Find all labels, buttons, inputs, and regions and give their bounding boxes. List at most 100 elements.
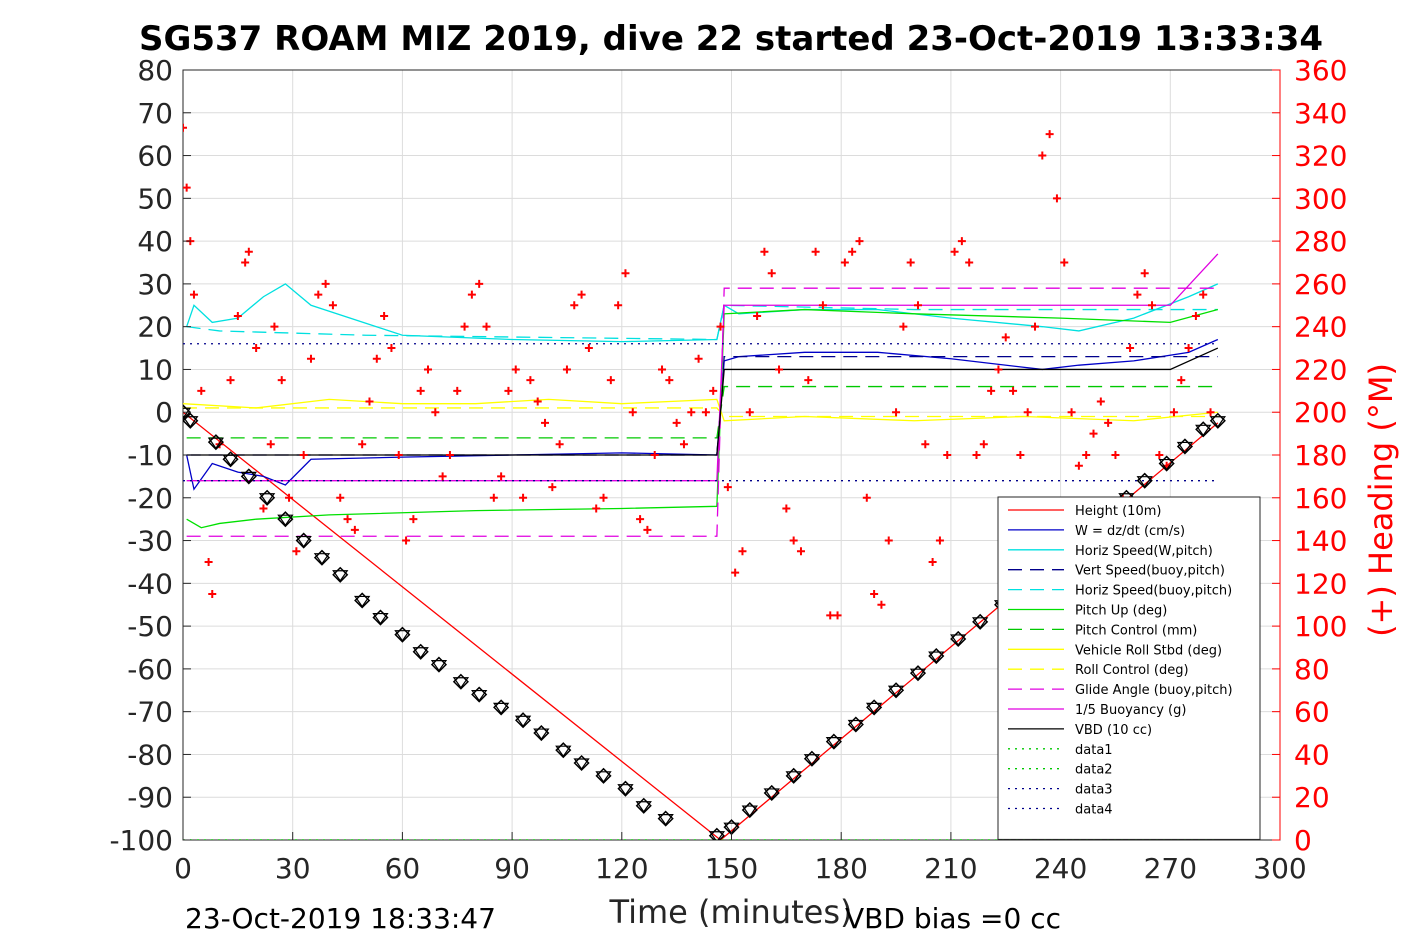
depth-marker-triangle [928, 651, 945, 664]
y-right-tick-label: 140 [1294, 525, 1347, 558]
heading-point [745, 408, 754, 417]
heading-point [643, 525, 652, 534]
footer-vbd-bias: VBD bias =0 cc [845, 902, 1061, 935]
depth-marker-triangle [313, 553, 331, 565]
series-line-4 [186, 304, 1218, 341]
depth-marker-triangle [657, 814, 674, 826]
legend-label: W = dz/dt (cm/s) [1075, 524, 1185, 539]
y-axis-label-right: (+) Heading (°M) [1362, 363, 1400, 637]
heading-point [1177, 376, 1186, 385]
heading-point [358, 440, 367, 449]
legend-box [997, 496, 1261, 840]
heading-point [760, 247, 769, 256]
heading-point [306, 354, 315, 363]
y-tick-label: -60 [127, 653, 173, 686]
heading-point [716, 322, 725, 331]
series-line-2 [186, 283, 1219, 343]
heading-point [489, 493, 498, 502]
heading-point [1001, 333, 1010, 342]
heading-point [614, 301, 623, 310]
x-tick-label: 90 [494, 852, 530, 885]
heading-point [343, 515, 352, 524]
y-right-tick-label: 280 [1294, 225, 1347, 258]
heading-point [1140, 269, 1149, 278]
y-tick-label: -100 [109, 824, 173, 857]
heading-point [372, 354, 381, 363]
y-right-tick-label: 120 [1294, 567, 1347, 600]
depth-marker-triangle [723, 822, 740, 835]
depth-marker-triangle [277, 514, 294, 527]
heading-point [475, 279, 484, 288]
heading-point [687, 408, 696, 417]
y-tick-label: 80 [137, 54, 173, 87]
depth-marker-triangle [803, 754, 821, 766]
heading-point [723, 483, 732, 492]
heading-point [892, 408, 901, 417]
depth-marker-triangle [825, 737, 843, 749]
depth-marker-triangle [741, 805, 758, 818]
depth-marker-triangle [430, 660, 448, 672]
heading-point [533, 397, 542, 406]
heading-point [266, 440, 275, 449]
heading-point [928, 557, 937, 566]
depth-marker-triangle [909, 668, 927, 681]
heading-point [328, 301, 337, 310]
heading-point [233, 311, 242, 320]
heading-point [350, 525, 359, 534]
depth-marker-triangle [533, 728, 550, 741]
heading-point [431, 408, 440, 417]
y-right-tick-label: 200 [1294, 396, 1347, 429]
heading-point [833, 611, 842, 620]
heading-point [1169, 408, 1178, 417]
x-tick-label: 60 [385, 852, 421, 885]
heading-point [913, 301, 922, 310]
y-tick-label: 10 [137, 353, 173, 386]
y-axis-right: 3603403203002802602402202001801601401201… [1272, 54, 1347, 857]
heading-point [183, 123, 187, 132]
heading-point [1060, 258, 1069, 267]
heading-point [555, 440, 564, 449]
series-line-1 [186, 338, 1219, 491]
depth-marker-triangle [785, 771, 802, 783]
heading-point [1089, 429, 1098, 438]
heading-point [380, 311, 389, 320]
depth-marker-triangle [595, 771, 612, 783]
y-tick-label: -30 [127, 525, 173, 558]
y-tick-label: -40 [127, 567, 173, 600]
heading-point [215, 440, 224, 449]
x-axis-label: Time (minutes) [609, 893, 853, 931]
heading-point [628, 408, 637, 417]
legend-label: Vehicle Roll Stbd (deg) [1075, 643, 1222, 658]
legend: Height (10m) W = dz/dt (cm/s) Horiz Speed(… [997, 496, 1261, 840]
heading-point [197, 386, 206, 395]
legend-label: Height (10m) [1075, 504, 1161, 519]
depth-marker [708, 827, 725, 840]
depth-marker-triangle [555, 745, 572, 758]
depth-marker-triangle [950, 634, 967, 646]
y-tick-label: 0 [155, 396, 173, 429]
heading-point [701, 408, 710, 417]
x-axis: 0 30 60 90 120 150 180 210 240 270 300 [174, 832, 1307, 885]
legend-label: data3 [1075, 783, 1113, 798]
legend-label: Horiz Speed(W,pitch) [1075, 544, 1213, 559]
heading-point [811, 247, 820, 256]
heading-point [1133, 290, 1142, 299]
heading-point [738, 547, 747, 556]
depth-marker-triangle [452, 677, 470, 689]
heading-point [252, 344, 261, 353]
series-line-11 [186, 347, 1219, 456]
heading-point [921, 440, 930, 449]
heading-point [1009, 386, 1018, 395]
y-tick-label: 40 [137, 225, 173, 258]
heading-point [285, 493, 294, 502]
y-right-tick-label: 320 [1294, 140, 1347, 173]
heading-point [241, 258, 250, 267]
y-right-tick-label: 60 [1294, 696, 1330, 729]
legend-label: Vert Speed(buoy,pitch) [1075, 564, 1225, 579]
heading-point [818, 301, 827, 310]
heading-point [775, 365, 784, 374]
depth-marker-triangle [1176, 441, 1194, 454]
legend-label: Pitch Up (deg) [1075, 604, 1167, 619]
heading-point [877, 600, 886, 609]
heading-point [621, 269, 630, 278]
